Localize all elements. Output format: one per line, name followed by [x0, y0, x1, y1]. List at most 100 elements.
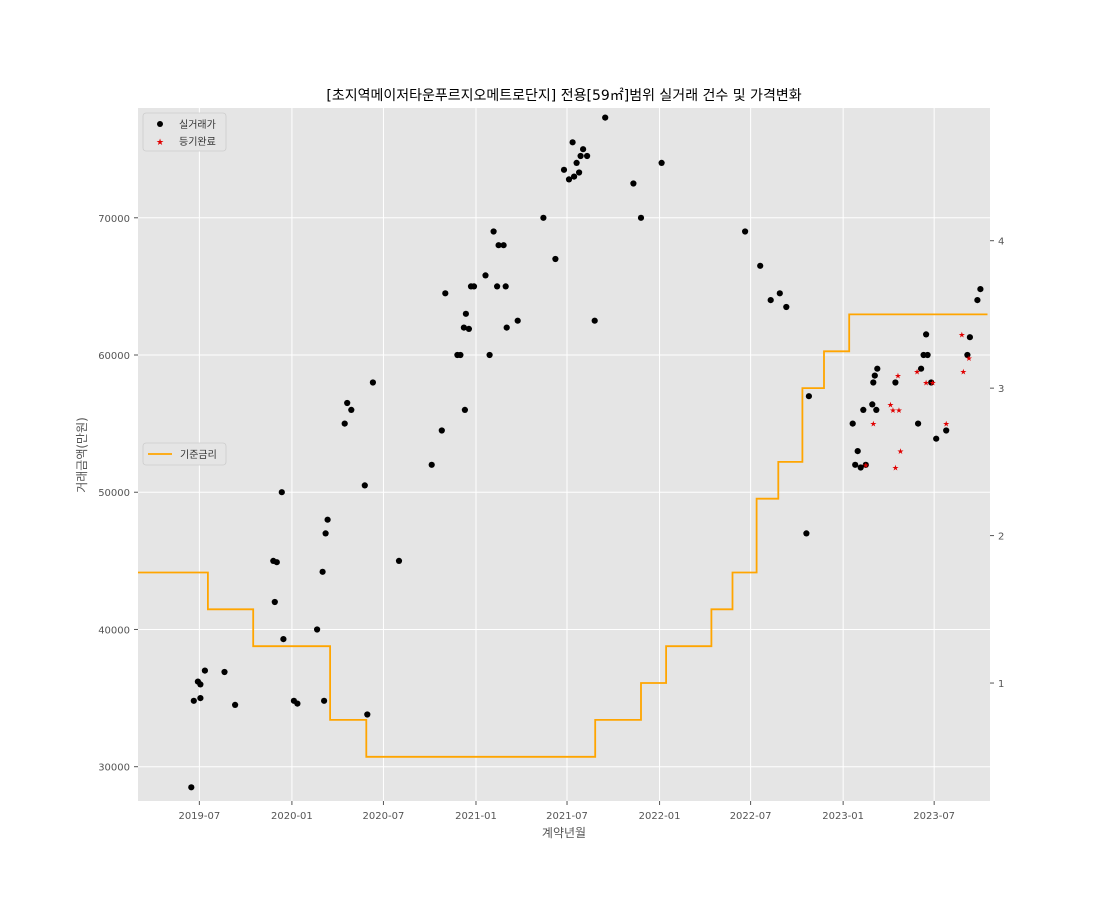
transaction-point	[966, 334, 974, 341]
transaction-point	[742, 228, 749, 235]
transaction-point	[495, 242, 502, 249]
transaction-point	[860, 406, 867, 413]
x-axis: 2019-07 2020-01 2020-07 2021-01 2021-07 2022-…	[178, 801, 955, 822]
transaction-point	[977, 286, 984, 293]
registered-point: ★	[894, 372, 901, 381]
registered-point: ★	[929, 379, 936, 388]
transaction-point	[849, 420, 856, 427]
transaction-point	[364, 711, 371, 718]
transaction-point	[924, 351, 931, 359]
registered-point: ★	[965, 354, 972, 363]
legend-label-transaction: 실거래가	[179, 119, 216, 131]
transaction-point	[964, 351, 971, 359]
x-tick-label: 2020-01	[271, 811, 313, 822]
transaction-point	[482, 272, 489, 279]
transaction-point	[873, 406, 880, 413]
registered-point: ★	[958, 330, 965, 339]
transaction-point	[560, 166, 568, 173]
transaction-point	[324, 516, 331, 523]
y-tick-label: 60000	[98, 351, 130, 362]
x-tick-label: 2020-07	[363, 811, 405, 822]
legend-center-left: 기준금리	[142, 442, 227, 466]
transaction-point	[314, 626, 321, 633]
registered-point: ★	[895, 406, 902, 415]
transaction-point	[540, 214, 547, 221]
transaction-point	[319, 568, 326, 575]
transaction-point	[470, 283, 478, 290]
registered-point: ★	[960, 368, 967, 377]
transaction-point	[658, 159, 665, 166]
y2-tick-label: 2	[998, 532, 1004, 543]
transaction-series	[188, 114, 984, 791]
legend-box	[142, 112, 227, 152]
transaction-point	[280, 636, 287, 643]
transaction-point	[576, 169, 583, 176]
transaction-point	[197, 681, 204, 688]
chart-title: [초지역메이저타운푸르지오메트로단지] 전용[59㎡]범위 실거래 건수 및 가…	[326, 88, 801, 104]
transaction-point	[190, 697, 197, 704]
transaction-point	[348, 406, 355, 413]
rate-series	[138, 313, 988, 758]
transaction-point	[776, 290, 783, 297]
y-axis: 30000 40000 50000 60000 70000	[98, 214, 138, 774]
transaction-point	[580, 146, 587, 153]
registered-series: ★★★★★★★★★★ ★★★★★	[862, 330, 972, 472]
y-tick-label: 40000	[98, 625, 130, 636]
transaction-point	[502, 283, 509, 290]
transaction-point	[852, 461, 859, 468]
transaction-point	[569, 139, 576, 146]
legend-label-registered: 등기완료	[179, 136, 216, 148]
legend-marker-registered: ★	[156, 138, 164, 148]
legend-marker-transaction	[157, 121, 163, 127]
transaction-point	[278, 489, 285, 496]
transaction-point	[857, 464, 864, 471]
transaction-point	[630, 180, 637, 187]
transaction-point	[273, 559, 280, 566]
registered-point: ★	[892, 464, 899, 473]
transaction-point	[869, 401, 876, 408]
transaction-point	[923, 331, 930, 338]
y2-axis: 1 2 3 4	[990, 237, 1004, 690]
transaction-point	[565, 176, 573, 183]
transaction-point	[486, 351, 493, 359]
x-tick-label: 2023-01	[822, 811, 864, 822]
y-axis-label: 거래금액(만원)	[75, 417, 89, 493]
transaction-point	[862, 461, 869, 468]
transaction-point	[460, 324, 467, 331]
registered-point: ★	[889, 406, 896, 415]
transaction-point	[490, 228, 497, 235]
transaction-point	[188, 784, 195, 791]
transaction-point	[221, 668, 228, 676]
transaction-point	[271, 598, 278, 606]
transaction-point	[341, 420, 348, 427]
transaction-point	[344, 399, 351, 407]
y2-tick-label: 3	[998, 384, 1004, 395]
transaction-point	[465, 325, 472, 332]
transaction-point	[361, 482, 368, 489]
transaction-point	[232, 701, 239, 709]
legend-box-rate	[142, 442, 227, 466]
transaction-point	[918, 365, 925, 372]
x-tick-label: 2023-07	[913, 811, 955, 822]
y-tick-label: 70000	[98, 214, 130, 225]
transaction-point	[591, 317, 598, 324]
transaction-point	[573, 159, 580, 166]
transaction-point	[805, 393, 813, 400]
registered-point: ★	[914, 368, 921, 377]
rate-step-line	[138, 313, 988, 758]
transaction-point	[783, 303, 790, 311]
y-tick-label: 50000	[98, 488, 130, 499]
transaction-point	[552, 255, 559, 263]
transaction-point	[933, 435, 940, 442]
legend-label-rate: 기준금리	[180, 449, 217, 461]
transaction-point	[767, 297, 774, 304]
x-tick-label: 2019-07	[178, 811, 220, 822]
x-tick-label: 2021-07	[546, 811, 588, 822]
x-axis-label: 계약년월	[542, 825, 586, 840]
y-tick-label: 30000	[98, 763, 130, 774]
plot-area	[138, 108, 990, 801]
transaction-point	[874, 365, 881, 372]
transaction-point	[571, 173, 578, 180]
transaction-point	[438, 427, 445, 434]
